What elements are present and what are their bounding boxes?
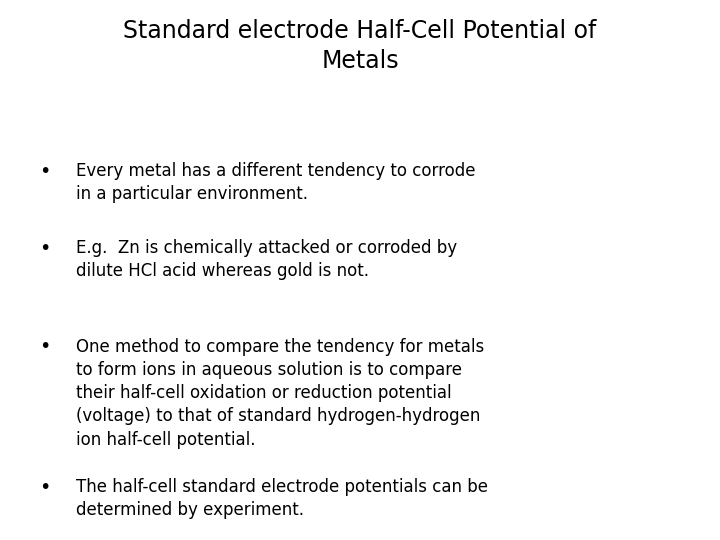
Text: •: • [40, 239, 51, 258]
Text: Every metal has a different tendency to corrode
in a particular environment.: Every metal has a different tendency to … [76, 162, 475, 204]
Text: •: • [40, 162, 51, 181]
Text: E.g.  Zn is chemically attacked or corroded by
dilute HCl acid whereas gold is n: E.g. Zn is chemically attacked or corrod… [76, 239, 456, 280]
Text: •: • [40, 338, 51, 356]
Text: The half-cell standard electrode potentials can be
determined by experiment.: The half-cell standard electrode potenti… [76, 478, 487, 519]
Text: One method to compare the tendency for metals
to form ions in aqueous solution i: One method to compare the tendency for m… [76, 338, 484, 449]
Text: Standard electrode Half-Cell Potential of
Metals: Standard electrode Half-Cell Potential o… [123, 19, 597, 72]
Text: •: • [40, 478, 51, 497]
